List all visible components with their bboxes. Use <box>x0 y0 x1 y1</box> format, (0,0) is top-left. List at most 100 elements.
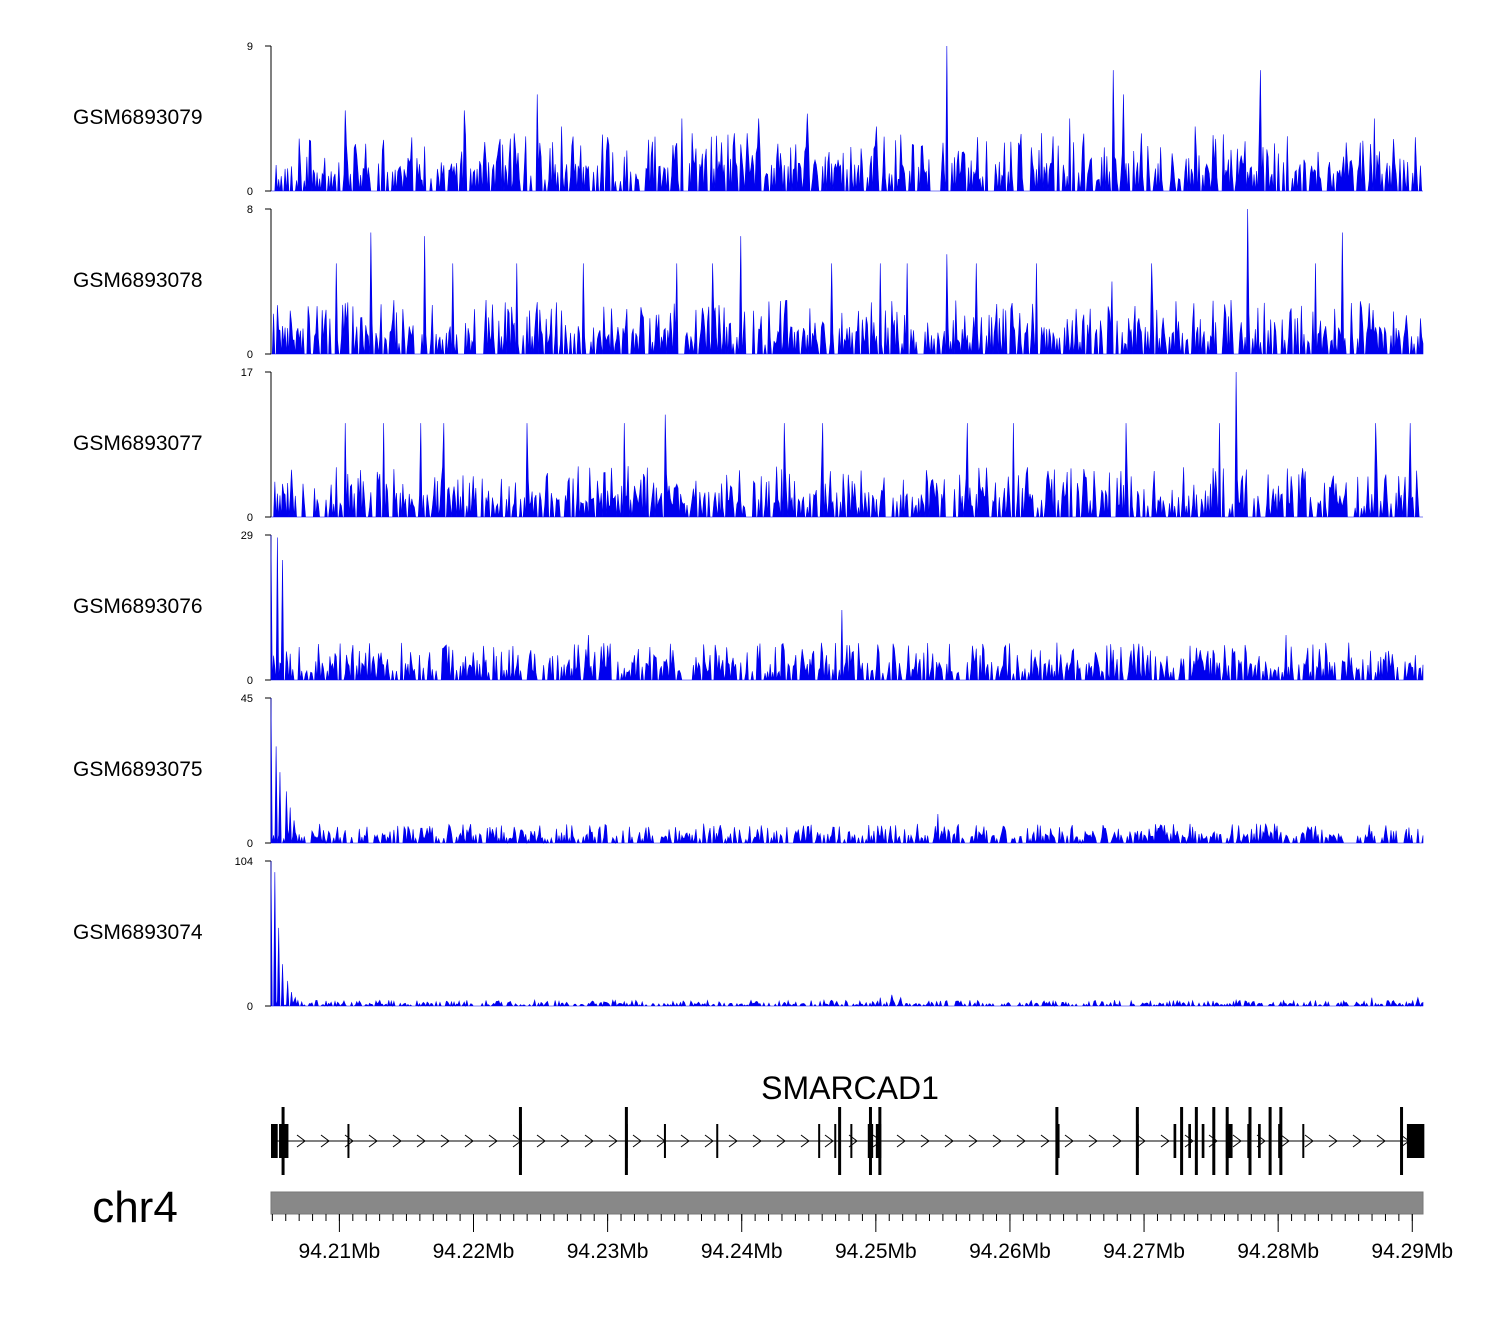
gene-exon <box>834 1124 837 1158</box>
y-min-label: 0 <box>247 186 253 198</box>
strand-arrow <box>680 1134 690 1148</box>
gene-exon-marker <box>878 1107 882 1175</box>
gene-exon <box>1225 1124 1233 1158</box>
gene-exon <box>1258 1124 1261 1158</box>
strand-arrow <box>320 1134 330 1148</box>
coverage-area <box>270 697 1424 845</box>
coverage-area <box>270 860 1424 1008</box>
gene-exon-marker <box>838 1107 842 1175</box>
strand-arrow <box>1160 1134 1170 1148</box>
strand-arrow <box>584 1134 594 1148</box>
gene-exon-marker <box>1135 1107 1139 1175</box>
strand-arrow <box>1304 1134 1314 1148</box>
gene-exon-marker <box>518 1107 522 1175</box>
genome-axis-track: chr4 94.21Mb 94.22Mb 94.23Mb 94.24Mb 94.25Mb… <box>92 1183 1453 1263</box>
track-label: GSM6893075 <box>73 758 203 781</box>
gene-exon <box>1302 1124 1305 1158</box>
strand-arrow <box>1328 1134 1338 1148</box>
x-tick-label: 94.29Mb <box>1371 1240 1453 1263</box>
strand-arrow <box>920 1134 930 1148</box>
track-label: GSM6893079 <box>73 106 203 129</box>
strand-arrow <box>560 1134 570 1148</box>
strand-arrow <box>1040 1134 1050 1148</box>
gene-exon-marker <box>624 1107 628 1175</box>
track-label: GSM6893078 <box>73 269 203 292</box>
y-max-label: 45 <box>241 693 253 705</box>
gene-exon <box>1406 1124 1425 1158</box>
strand-arrow <box>1232 1134 1242 1148</box>
coverage-track-GSM6893074: GSM6893074 104 0 <box>73 856 1424 1013</box>
y-min-label: 0 <box>247 675 253 687</box>
y-max-label: 17 <box>241 367 253 379</box>
y-min-label: 0 <box>247 838 253 850</box>
gene-exon-marker <box>1279 1107 1283 1175</box>
strand-arrow <box>824 1134 834 1148</box>
gene-exon-marker <box>1180 1107 1184 1175</box>
gene-exon <box>279 1124 284 1158</box>
gene-exon-marker <box>1268 1107 1272 1175</box>
coverage-tracks: GSM689307990GSM689307880GSM6893077170GSM… <box>73 41 1424 1013</box>
x-tick-label: 94.26Mb <box>969 1240 1051 1263</box>
y-max-label: 29 <box>241 530 253 542</box>
gene-exon <box>850 1124 853 1158</box>
y-min-label: 0 <box>247 349 253 361</box>
coverage-track-GSM6893077: GSM6893077 17 0 <box>73 367 1423 524</box>
strand-arrow <box>632 1134 642 1148</box>
strand-arrow <box>608 1134 618 1148</box>
strand-arrow <box>368 1134 378 1148</box>
strand-arrow <box>1208 1134 1218 1148</box>
strand-arrow <box>896 1134 906 1148</box>
strand-arrow <box>296 1134 306 1148</box>
strand-arrow <box>728 1134 738 1148</box>
strand-arrow <box>1064 1134 1074 1148</box>
strand-arrow <box>464 1134 474 1148</box>
strand-arrow <box>1376 1134 1386 1148</box>
y-min-label: 0 <box>247 1001 253 1013</box>
strand-arrow <box>536 1134 546 1148</box>
track-label: GSM6893076 <box>73 595 203 618</box>
x-tick-label: 94.28Mb <box>1237 1240 1319 1263</box>
coverage-track-GSM6893079: GSM6893079 9 0 <box>73 41 1423 198</box>
gene-exon <box>1173 1124 1177 1158</box>
gene-exon <box>271 1124 278 1158</box>
x-tick-label: 94.25Mb <box>835 1240 917 1263</box>
strand-arrow <box>776 1134 786 1148</box>
y-min-label: 0 <box>247 512 253 524</box>
strand-arrow <box>944 1134 954 1148</box>
strand-arrow <box>1184 1134 1194 1148</box>
gene-annotation-track: SMARCAD1 <box>271 1070 1425 1175</box>
gene-exon-marker <box>868 1107 872 1175</box>
strand-arrow <box>1352 1134 1362 1148</box>
gene-exon-marker <box>1194 1107 1198 1175</box>
y-max-label: 9 <box>247 41 253 53</box>
x-tick-label: 94.27Mb <box>1103 1240 1185 1263</box>
gene-exon <box>716 1124 719 1158</box>
strand-arrow <box>1088 1134 1098 1148</box>
coverage-area <box>271 208 1424 355</box>
coverage-area <box>271 45 1423 192</box>
coverage-track-GSM6893075: GSM6893075 45 0 <box>73 693 1424 850</box>
x-tick-label: 94.22Mb <box>433 1240 515 1263</box>
strand-arrow <box>968 1134 978 1148</box>
strand-arrow <box>1136 1134 1146 1148</box>
track-label: GSM6893074 <box>73 921 203 944</box>
chromosome-ideogram-bar <box>270 1191 1424 1215</box>
strand-arrow <box>992 1134 1002 1148</box>
gene-exon <box>1188 1124 1191 1158</box>
gene-exon <box>1201 1124 1205 1158</box>
coverage-area <box>271 371 1423 518</box>
strand-arrow <box>440 1134 450 1148</box>
y-max-label: 8 <box>247 204 253 216</box>
x-tick-label: 94.24Mb <box>701 1240 783 1263</box>
gene-exon-marker <box>1225 1107 1229 1175</box>
coverage-track-GSM6893078: GSM6893078 8 0 <box>73 204 1424 361</box>
chromosome-label: chr4 <box>92 1183 178 1232</box>
y-max-label: 104 <box>235 856 253 868</box>
coverage-track-GSM6893076: GSM6893076 29 0 <box>73 530 1424 687</box>
gene-exon-marker <box>1400 1107 1404 1175</box>
x-tick-label: 94.21Mb <box>299 1240 381 1263</box>
strand-arrow <box>1016 1134 1026 1148</box>
gene-exon-marker <box>281 1107 285 1175</box>
x-tick-label: 94.23Mb <box>567 1240 649 1263</box>
